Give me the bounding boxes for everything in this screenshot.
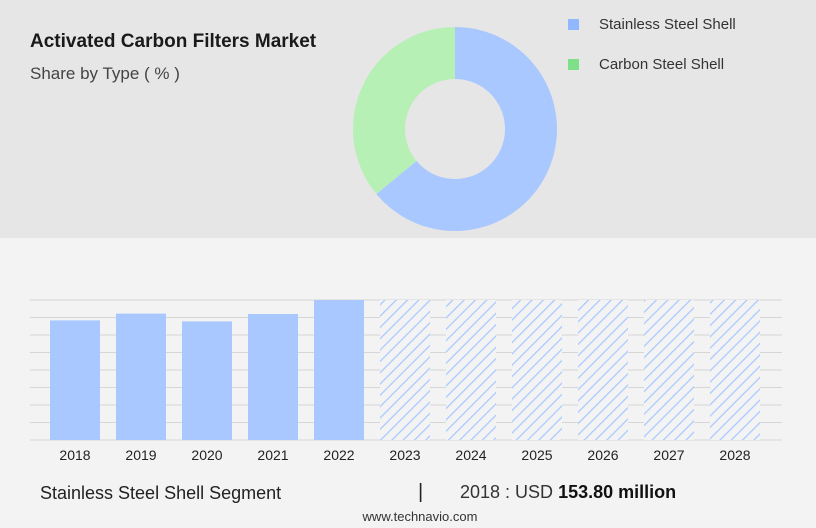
forecast-bar-2026[interactable] (578, 300, 628, 440)
bar-2021[interactable] (248, 314, 298, 440)
x-tick-label-2028: 2028 (719, 447, 750, 463)
x-tick-label-2019: 2019 (125, 447, 156, 463)
donut-slice-carbon-steel-shell[interactable] (353, 27, 455, 195)
legend-label-stainless-steel-shell: Stainless Steel Shell (599, 15, 736, 33)
bar-2020[interactable] (182, 321, 232, 440)
forecast-bar-2028[interactable] (710, 300, 760, 440)
x-tick-label-2025: 2025 (521, 447, 552, 463)
bar-2018[interactable] (50, 320, 100, 440)
x-tick-label-2023: 2023 (389, 447, 420, 463)
forecast-bar-2024[interactable] (446, 300, 496, 440)
footer-segment-label: Stainless Steel Shell Segment (40, 483, 282, 503)
legend-swatch-carbon-steel-shell (568, 58, 579, 70)
x-tick-label-2022: 2022 (323, 447, 354, 463)
footer-divider: | (418, 481, 424, 503)
forecast-bar-2023[interactable] (380, 300, 430, 440)
x-tick-label-2024: 2024 (455, 447, 486, 463)
forecast-bar-2027[interactable] (644, 300, 694, 440)
bar-2019[interactable] (116, 313, 166, 440)
footer-value-amount: 153.80 million (558, 482, 677, 502)
donut-slice-stainless-steel-shell[interactable] (376, 27, 557, 232)
chart-title: Activated Carbon Filters Market (30, 31, 317, 52)
legend-swatch-stainless-steel-shell (568, 18, 579, 30)
legend-item-carbon-steel-shell[interactable]: Carbon Steel Shell (568, 54, 724, 74)
x-tick-label-2021: 2021 (257, 447, 288, 463)
legend-item-stainless-steel-shell[interactable]: Stainless Steel Shell (568, 14, 736, 34)
source-url[interactable]: www.technavio.com (362, 509, 478, 524)
footer-value-prefix: 2018 : USD (460, 482, 554, 502)
bar-2022[interactable] (314, 300, 364, 440)
x-tick-label-2018: 2018 (59, 447, 90, 463)
x-tick-label-2026: 2026 (587, 447, 618, 463)
legend-label-carbon-steel-shell: Carbon Steel Shell (599, 55, 725, 73)
footer-value: 2018 : USD 153.80 million (460, 482, 676, 503)
forecast-bar-2025[interactable] (512, 300, 562, 440)
x-tick-label-2020: 2020 (191, 447, 222, 463)
chart-subtitle: Share by Type ( % ) (30, 64, 180, 83)
x-tick-label-2027: 2027 (653, 447, 684, 463)
donut-chart (353, 27, 557, 232)
bar-chart: 2018 2019 2020 2021 2022 2023 2024 2025 2026 2027… (30, 299, 782, 463)
